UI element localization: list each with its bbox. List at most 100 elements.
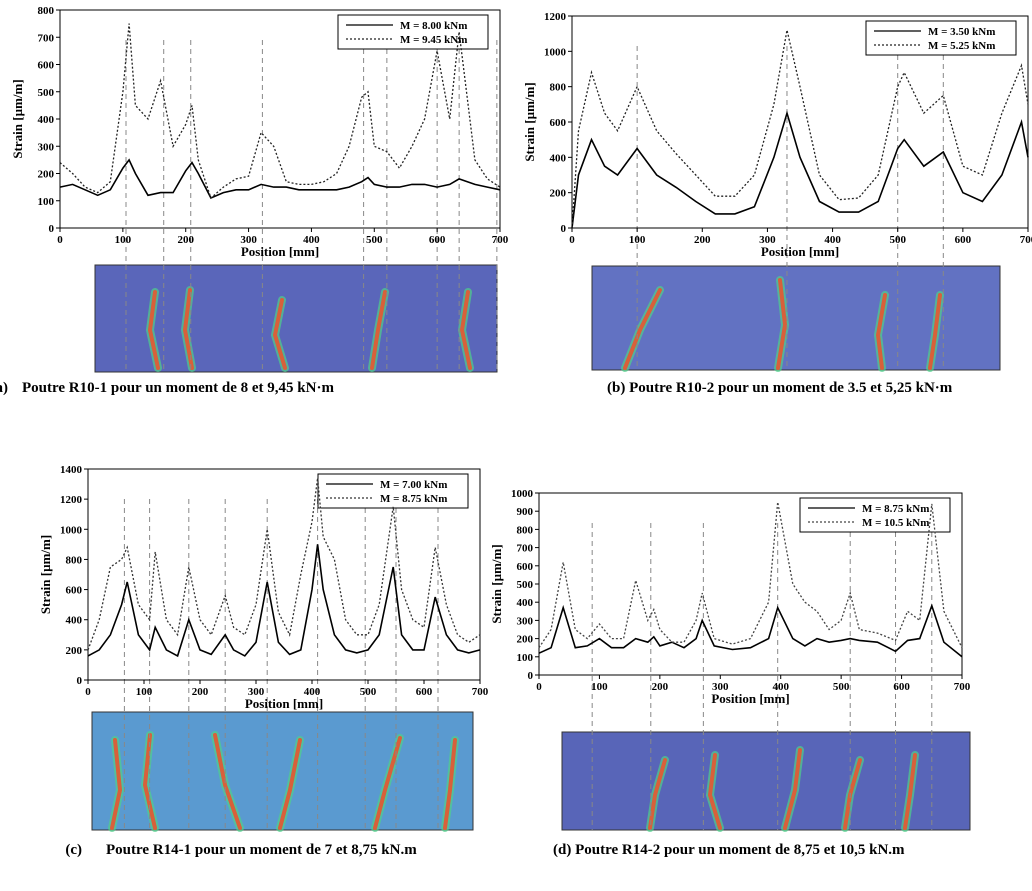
dic-image [591, 265, 1001, 372]
x-tick-label: 300 [759, 234, 776, 246]
legend-label: M = 8.00 kNm [400, 20, 467, 32]
x-axis-label: Position [mm] [761, 244, 839, 259]
y-tick-label: 0 [77, 675, 83, 687]
y-axis-label: Strain [µm/m] [489, 544, 504, 623]
y-tick-label: 200 [550, 188, 567, 200]
x-tick-label: 500 [360, 686, 377, 698]
x-tick-label: 200 [177, 234, 194, 246]
x-tick-label: 700 [1020, 234, 1032, 246]
legend-box [799, 497, 951, 533]
legend-label: M = 3.50 kNm [928, 26, 995, 38]
x-tick-label: 500 [889, 234, 906, 246]
series-line [538, 603, 963, 658]
caption: Poutre R10-1 pour un moment de 8 et 9,45… [22, 380, 334, 396]
series-line [87, 544, 481, 658]
y-axis-label: Strain [µm/m] [522, 82, 537, 161]
y-tick-label: 400 [66, 615, 83, 627]
x-axis-label: Position [mm] [241, 244, 319, 259]
x-tick-label: 100 [136, 686, 153, 698]
y-tick-label: 800 [550, 82, 567, 94]
y-tick-label: 1400 [60, 464, 83, 476]
x-tick-label: 600 [955, 234, 972, 246]
y-tick-label: 900 [517, 506, 534, 518]
x-tick-label: 500 [833, 681, 850, 693]
x-tick-label: 200 [652, 681, 669, 693]
y-tick-label: 700 [38, 32, 55, 44]
x-tick-label: 100 [629, 234, 646, 246]
y-tick-label: 800 [66, 554, 83, 566]
legend-label: M = 9.45 kNm [400, 34, 467, 46]
y-tick-label: 200 [38, 169, 55, 181]
y-tick-label: 0 [561, 223, 567, 235]
caption: Poutre R14-1 pour un moment de 7 et 8,75… [106, 842, 417, 858]
y-tick-label: 1200 [544, 11, 567, 23]
x-tick-label: 200 [694, 234, 711, 246]
x-tick-label: 700 [472, 686, 489, 698]
y-tick-label: 1000 [60, 524, 83, 536]
y-tick-label: 400 [550, 152, 567, 164]
x-tick-label: 0 [85, 686, 91, 698]
dic-image [561, 731, 971, 832]
series-line [87, 477, 481, 651]
y-tick-label: 0 [528, 670, 534, 682]
y-tick-label: 600 [517, 561, 534, 573]
series-line [59, 158, 501, 200]
y-tick-label: 400 [38, 114, 55, 126]
y-axis-label: Strain [µm/m] [10, 79, 25, 158]
y-tick-label: 100 [517, 652, 534, 664]
y-tick-label: 200 [66, 645, 83, 657]
x-tick-label: 200 [192, 686, 209, 698]
x-tick-label: 300 [248, 686, 265, 698]
series-line [571, 110, 1029, 229]
y-tick-label: 600 [38, 60, 55, 72]
y-tick-label: 700 [517, 543, 534, 555]
y-tick-label: 300 [38, 141, 55, 153]
panel-label: (c) [65, 842, 82, 858]
series-line [538, 501, 963, 649]
x-tick-label: 700 [492, 234, 509, 246]
x-tick-label: 400 [303, 234, 320, 246]
y-tick-label: 1000 [544, 46, 567, 58]
y-axis-label: Strain [µm/m] [38, 535, 53, 614]
dic-image [94, 264, 498, 373]
legend-label: M = 10.5 kNm [862, 517, 929, 529]
y-tick-label: 400 [517, 597, 534, 609]
y-tick-label: 600 [550, 117, 567, 129]
y-tick-label: 300 [517, 615, 534, 627]
x-tick-label: 300 [712, 681, 729, 693]
y-tick-label: 800 [517, 524, 534, 536]
x-tick-label: 600 [893, 681, 910, 693]
y-tick-label: 500 [517, 579, 534, 591]
y-tick-label: 600 [66, 585, 83, 597]
plot-frame [87, 468, 481, 681]
x-tick-label: 0 [536, 681, 542, 693]
x-axis-label: Position [mm] [245, 696, 323, 711]
x-tick-label: 100 [591, 681, 608, 693]
y-tick-label: 1000 [511, 488, 534, 500]
x-tick-label: 600 [429, 234, 446, 246]
x-tick-label: 300 [240, 234, 257, 246]
x-tick-label: 0 [569, 234, 575, 246]
x-tick-label: 0 [57, 234, 63, 246]
dic-image [91, 711, 474, 832]
y-tick-label: 200 [517, 634, 534, 646]
legend-box [865, 20, 1017, 56]
y-tick-label: 0 [49, 223, 55, 235]
legend-box [337, 14, 489, 50]
x-tick-label: 700 [954, 681, 971, 693]
legend-label: M = 8.75 kNm [862, 503, 929, 515]
x-tick-label: 100 [115, 234, 132, 246]
legend-label: M = 8.75 kNm [380, 493, 447, 505]
series-line [571, 29, 1029, 229]
x-axis-label: Position [mm] [711, 691, 789, 706]
x-tick-label: 400 [772, 681, 789, 693]
y-tick-label: 1200 [60, 494, 83, 506]
series-line [59, 23, 501, 200]
x-tick-label: 600 [416, 686, 433, 698]
y-tick-label: 500 [38, 87, 55, 99]
x-tick-label: 400 [304, 686, 321, 698]
legend-label: M = 7.00 kNm [380, 479, 447, 491]
x-tick-label: 400 [824, 234, 841, 246]
y-tick-label: 100 [38, 196, 55, 208]
